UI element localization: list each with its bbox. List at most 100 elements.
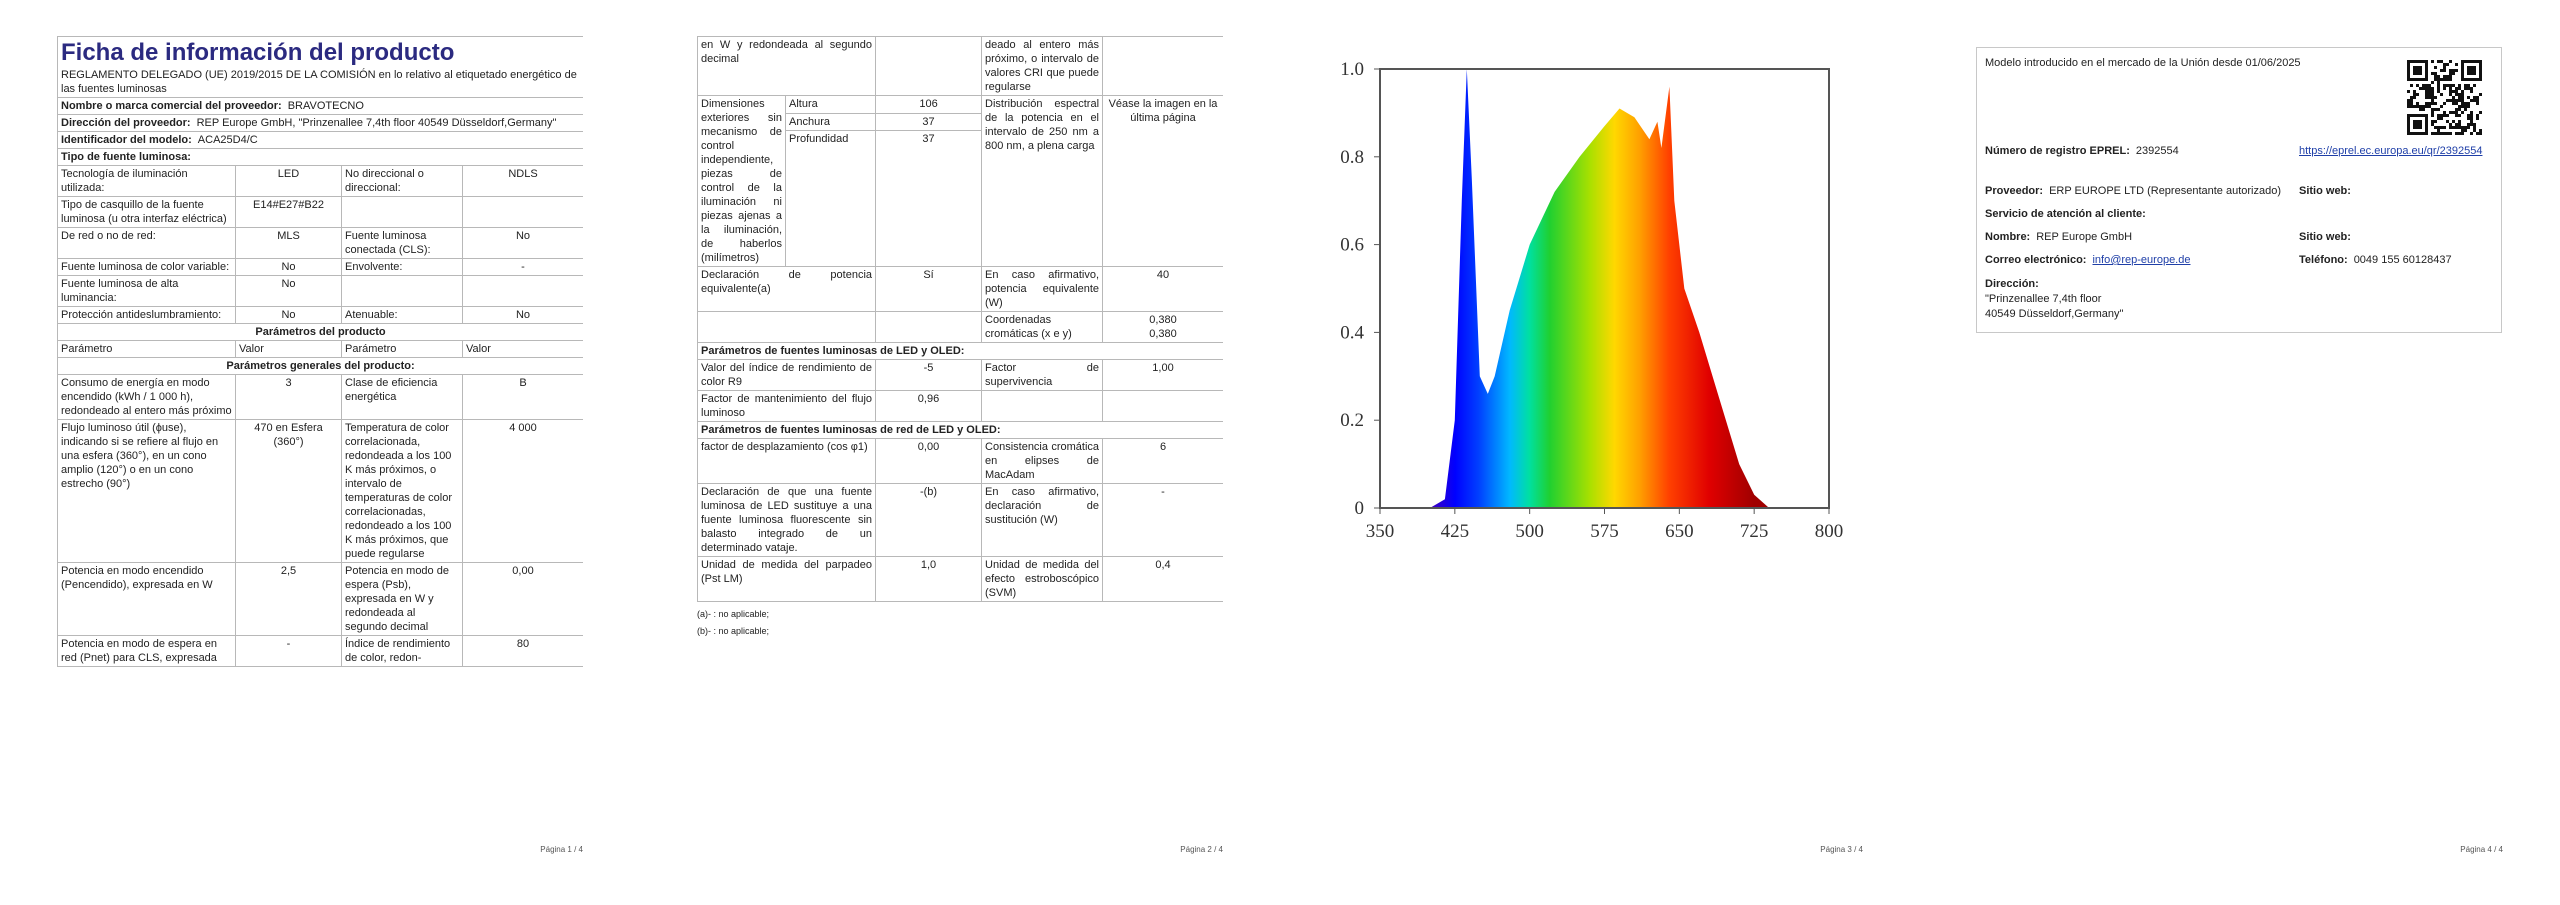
qr-module xyxy=(2479,69,2482,72)
qr-module xyxy=(2407,132,2410,135)
page-2: en W y redondeada al segundo decimal dead… xyxy=(640,0,1280,905)
y-tick-label: 0.4 xyxy=(1340,322,1364,343)
column-header: Valor xyxy=(461,340,583,358)
qr-module xyxy=(2464,60,2467,63)
label: Identificador del modelo: xyxy=(61,134,192,146)
qr-module xyxy=(2416,69,2419,72)
qr-module xyxy=(2416,84,2419,87)
qr-module xyxy=(2476,102,2479,105)
qr-module xyxy=(2473,66,2476,69)
table-cell: Sí xyxy=(875,266,983,312)
page-content: Ficha de información del producto REGLAM… xyxy=(57,36,583,836)
product-table: Ficha de información del producto REGLAM… xyxy=(57,36,583,667)
qr-module xyxy=(2461,60,2464,63)
title: Ficha de información del producto xyxy=(61,39,455,66)
table-cell: factor de desplazamiento (cos φ1) xyxy=(697,438,877,484)
page-3: 0 0.2 0.4 0.6 0.8 1.0 350 425 500 575 650 725 800 Pá… xyxy=(1280,0,1920,905)
qr-module xyxy=(2419,69,2422,72)
qr-module xyxy=(2455,87,2458,90)
qr-code xyxy=(2407,60,2482,135)
qr-module xyxy=(2422,60,2425,63)
qr-module xyxy=(2461,63,2464,66)
section-heading: Parámetros de fuentes luminosas de red d… xyxy=(697,421,1223,439)
qr-module xyxy=(2464,129,2467,132)
qr-module xyxy=(2419,108,2422,111)
qr-module xyxy=(2419,105,2422,108)
qr-module xyxy=(2434,108,2437,111)
regulation: REGLAMENTO DELEGADO (UE) 2019/2015 DE LA… xyxy=(61,69,577,95)
table-cell: Potencia en modo de espera en red (Pnet)… xyxy=(57,635,236,667)
market-date: Modelo introducido en el mercado de la U… xyxy=(1985,57,2301,69)
eprel-link[interactable]: https://eprel.ec.europa.eu/qr/2392554 xyxy=(2299,145,2483,157)
qr-module xyxy=(2419,120,2422,123)
qr-module xyxy=(2455,69,2458,72)
qr-module xyxy=(2425,102,2428,105)
qr-module xyxy=(2434,120,2437,123)
qr-module xyxy=(2470,69,2473,72)
email-link[interactable]: info@rep-europe.de xyxy=(2092,254,2191,266)
qr-module xyxy=(2425,60,2428,63)
qr-module xyxy=(2467,114,2470,117)
qr-module xyxy=(2413,132,2416,135)
x-tick-label: 500 xyxy=(1515,521,1544,542)
qr-module xyxy=(2473,129,2476,132)
qr-module xyxy=(2434,78,2437,81)
qr-module xyxy=(2425,72,2428,75)
qr-module xyxy=(2443,69,2446,72)
qr-module xyxy=(2407,102,2410,105)
qr-module xyxy=(2470,78,2473,81)
qr-module xyxy=(2443,132,2446,135)
qr-module xyxy=(2437,75,2440,78)
table-cell: Envolvente: xyxy=(341,258,463,276)
column-header: Parámetro xyxy=(57,340,236,358)
qr-module xyxy=(2467,102,2470,105)
qr-module xyxy=(2416,126,2419,129)
value: ACA25D4/C xyxy=(197,134,258,146)
table-cell: 37 xyxy=(875,130,983,267)
table-cell: No direccional o direccional: xyxy=(341,165,463,197)
table-row: Parámetros de fuentes luminosas de LED y… xyxy=(697,342,1223,360)
qr-module xyxy=(2458,84,2461,87)
qr-module xyxy=(2470,111,2473,114)
table-cell: Declaración de que una fuente luminosa d… xyxy=(697,483,877,557)
qr-module xyxy=(2431,108,2434,111)
x-tick-label: 650 xyxy=(1665,521,1694,542)
qr-module xyxy=(2422,105,2425,108)
label: Proveedor: xyxy=(1985,185,2044,197)
x-tick-label: 425 xyxy=(1441,521,1470,542)
qr-module xyxy=(2449,72,2452,75)
qr-module xyxy=(2461,96,2464,99)
qr-module xyxy=(2419,87,2422,90)
table-cell: Índice de rendimiento de color, redon- xyxy=(341,635,463,667)
qr-module xyxy=(2467,96,2470,99)
table-cell: Anchura xyxy=(784,112,877,131)
qr-module xyxy=(2431,111,2434,114)
table-cell: deado al entero más próximo, o intervalo… xyxy=(981,36,1104,96)
qr-module xyxy=(2446,63,2449,66)
table-cell: 3 xyxy=(235,374,342,420)
table-cell: 6 xyxy=(1102,438,1223,484)
qr-module xyxy=(2434,126,2437,129)
table-cell xyxy=(461,196,583,228)
qr-module xyxy=(2464,105,2467,108)
note: (a)- : no aplicable; xyxy=(697,609,770,619)
table-cell: Protección antideslumbramiento: xyxy=(57,306,236,324)
qr-module xyxy=(2470,72,2473,75)
qr-module xyxy=(2467,78,2470,81)
qr-module xyxy=(2473,60,2476,63)
qr-module xyxy=(2425,93,2428,96)
qr-module xyxy=(2413,105,2416,108)
qr-module xyxy=(2440,105,2443,108)
qr-module xyxy=(2431,123,2434,126)
page-4: Modelo introducido en el mercado de la U… xyxy=(1920,0,2560,905)
qr-module xyxy=(2434,75,2437,78)
qr-module xyxy=(2461,105,2464,108)
table-row: Consumo de energía en modo encendido (kW… xyxy=(57,374,583,420)
table-row: Dimensiones exteriores sin mecanismo de … xyxy=(697,95,1223,267)
qr-module xyxy=(2425,123,2428,126)
qr-module xyxy=(2479,93,2482,96)
notes: (a)- : no aplicable; (b)- : no aplicable; xyxy=(697,606,1223,640)
value: 0049 155 60128437 xyxy=(2353,254,2452,266)
qr-module xyxy=(2437,84,2440,87)
label: Sitio web: xyxy=(2299,231,2351,243)
